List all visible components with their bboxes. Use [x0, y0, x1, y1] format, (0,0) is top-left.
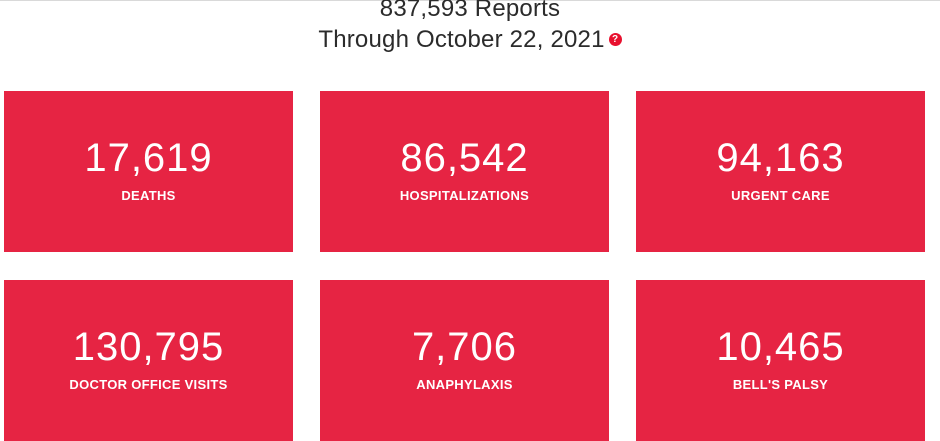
stat-value: 94,163 — [716, 136, 845, 180]
stat-value: 7,706 — [411, 325, 518, 369]
stat-value: 130,795 — [72, 325, 225, 369]
stat-label: BELL'S PALSY — [732, 377, 829, 392]
stat-label: URGENT CARE — [731, 188, 830, 203]
through-date: Through October 22, 2021 — [318, 26, 605, 53]
stat-label: DEATHS — [121, 188, 176, 203]
stat-card-urgent-care: 94,163 URGENT CARE — [636, 91, 925, 252]
reports-count: 837,593 Reports — [379, 0, 561, 22]
stat-label: HOSPITALIZATIONS — [399, 188, 530, 203]
stat-value: 17,619 — [84, 136, 213, 180]
stat-value: 86,542 — [400, 136, 529, 180]
stat-card-doctor-office-visits: 130,795 DOCTOR OFFICE VISITS — [4, 280, 293, 441]
stat-label: DOCTOR OFFICE VISITS — [69, 377, 228, 392]
stat-value: 10,465 — [716, 325, 845, 369]
stat-label: ANAPHYLAXIS — [416, 377, 513, 392]
stat-card-hospitalizations: 86,542 HOSPITALIZATIONS — [320, 91, 609, 252]
question-icon[interactable]: ? — [608, 33, 622, 47]
stat-card-deaths: 17,619 DEATHS — [4, 91, 293, 252]
stat-card-anaphylaxis: 7,706 ANAPHYLAXIS — [320, 280, 609, 441]
reports-date-line: Through October 22, 2021? — [0, 25, 940, 55]
stat-card-bells-palsy: 10,465 BELL'S PALSY — [636, 280, 925, 441]
top-divider — [0, 0, 940, 1]
